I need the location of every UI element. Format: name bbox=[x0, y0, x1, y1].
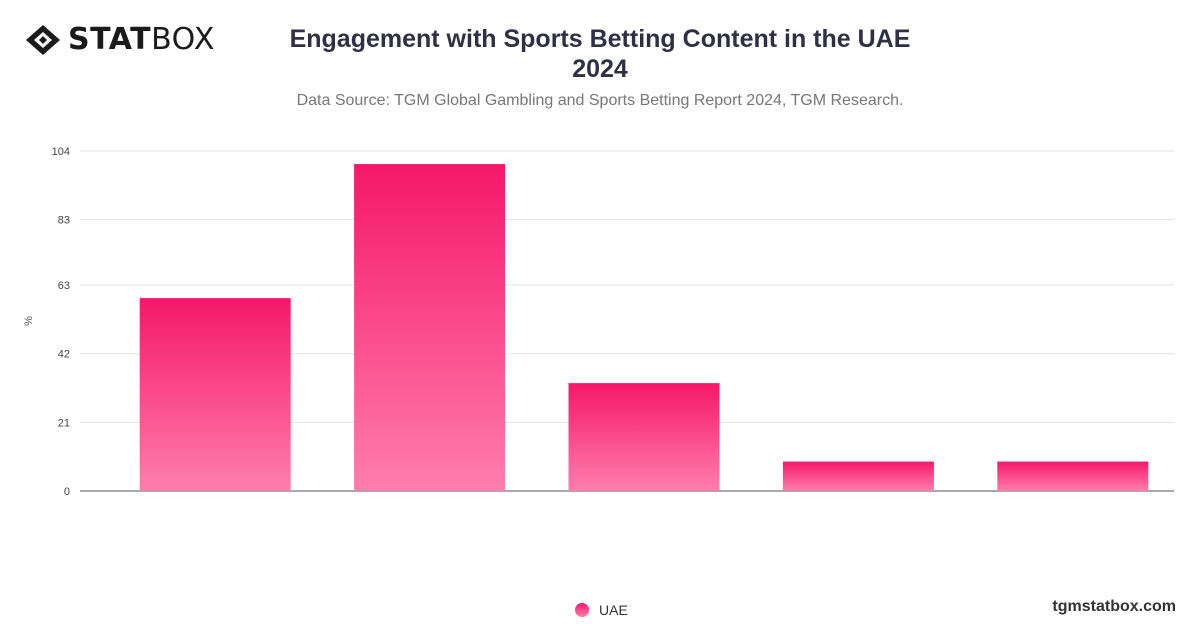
bar-3[interactable] bbox=[568, 383, 720, 491]
y-tick-label: 21 bbox=[58, 417, 70, 429]
site-url[interactable]: tgmstatbox.com bbox=[1052, 598, 1176, 615]
y-tick-label: 63 bbox=[58, 280, 70, 292]
legend-label: UAE bbox=[599, 602, 628, 618]
chart-title: Engagement with Sports Betting Content i… bbox=[0, 24, 1200, 84]
legend-marker bbox=[575, 603, 589, 617]
chart-title-line2: 2024 bbox=[572, 55, 628, 83]
logo-text-light: BOX bbox=[151, 22, 215, 57]
logo-text-strong: STAT bbox=[68, 22, 152, 57]
bar-2[interactable] bbox=[354, 164, 506, 492]
bar-5[interactable] bbox=[997, 461, 1149, 491]
bar-1[interactable] bbox=[139, 298, 291, 491]
legend[interactable]: UAE bbox=[575, 602, 628, 618]
y-tick-label: 0 bbox=[64, 486, 70, 498]
y-tick-label: 104 bbox=[52, 146, 70, 158]
bar-4[interactable] bbox=[782, 461, 934, 491]
chart-subtitle: Data Source: TGM Global Gambling and Spo… bbox=[296, 92, 904, 109]
brand-logo[interactable]: STATBOX bbox=[24, 22, 215, 58]
y-tick-label: 42 bbox=[58, 349, 70, 361]
chart-title-line1: Engagement with Sports Betting Content i… bbox=[289, 25, 911, 53]
y-axis-label: % bbox=[23, 316, 35, 326]
y-tick-label: 83 bbox=[58, 215, 70, 227]
logo-diamond-icon bbox=[26, 25, 60, 55]
logo-text: STATBOX bbox=[68, 22, 215, 58]
